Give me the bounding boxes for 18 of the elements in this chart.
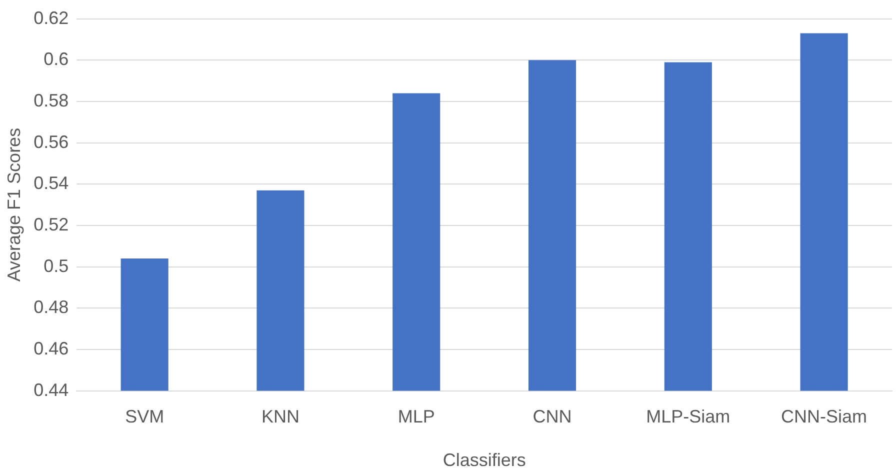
y-tick-label: 0.62 (34, 8, 69, 28)
y-axis-title: Average F1 Scores (4, 128, 24, 282)
y-tick-label: 0.44 (34, 380, 69, 400)
x-axis-title: Classifiers (442, 450, 526, 470)
x-tick-label: CNN (532, 406, 572, 427)
x-tick-label: CNN-Siam (781, 406, 868, 427)
y-tick-label: 0.46 (34, 338, 69, 358)
y-tick-label: 0.58 (34, 90, 69, 110)
y-tick-label: 0.48 (34, 297, 69, 318)
y-tick-label: 0.54 (34, 173, 69, 194)
x-tick-label: SVM (125, 406, 164, 427)
y-tick-label: 0.52 (34, 214, 69, 234)
x-tick-label: KNN (261, 406, 300, 427)
x-tick-label: MLP-Siam (646, 406, 730, 427)
y-tick-label: 0.5 (44, 256, 69, 276)
y-tick-label: 0.56 (34, 132, 69, 152)
x-tick-label: MLP (398, 406, 435, 427)
y-tick-label: 0.6 (44, 49, 69, 70)
